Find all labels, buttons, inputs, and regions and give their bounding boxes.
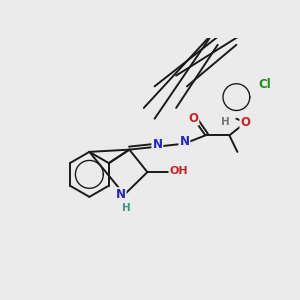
Text: N: N [152, 138, 162, 151]
Text: Cl: Cl [258, 78, 271, 91]
Text: O: O [188, 112, 198, 124]
Text: H: H [122, 203, 130, 213]
Text: OH: OH [169, 166, 188, 176]
Text: H: H [221, 117, 230, 127]
Text: N: N [116, 188, 126, 201]
Text: N: N [179, 135, 189, 148]
Text: O: O [240, 116, 250, 129]
